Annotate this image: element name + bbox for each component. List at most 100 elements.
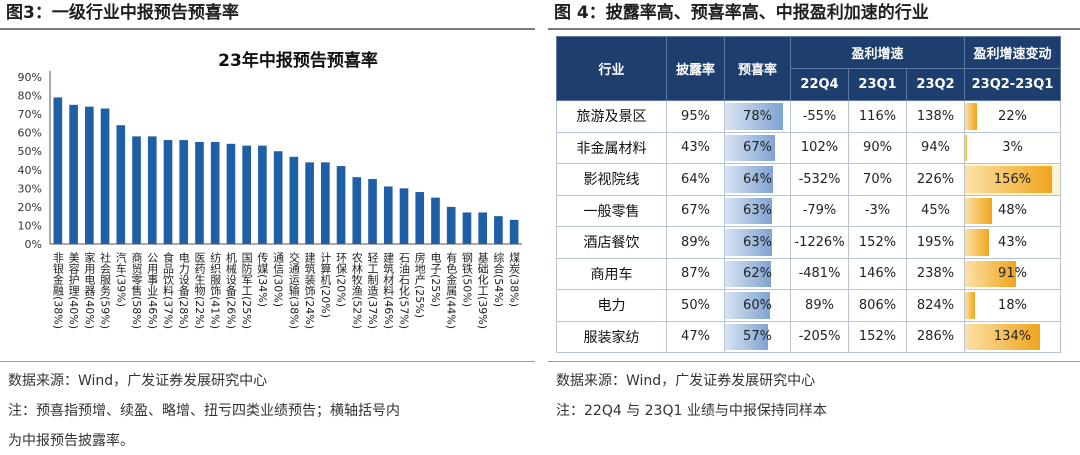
industry-name: 商用车 xyxy=(556,257,667,290)
figure-3-title: 图3：一级行业中报预告预喜率 xyxy=(6,3,239,23)
q2-cell: 824% xyxy=(906,289,965,322)
growth-change-bar xyxy=(965,197,992,224)
right-note: 注：22Q4 与 23Q1 业绩与中报保持同样本 xyxy=(556,403,827,419)
growth-change-value: 156% xyxy=(993,171,1032,187)
x-tick-label: 建筑材料(46%) xyxy=(382,251,395,329)
disclosure-cell: 64% xyxy=(666,163,725,196)
x-tick-label: 石油石化(57%) xyxy=(398,252,411,329)
q4-cell: 89% xyxy=(790,289,849,322)
growth-change-value: 22% xyxy=(998,108,1027,124)
disclosure-cell: 43% xyxy=(666,131,725,164)
positive-rate-bar xyxy=(725,292,770,319)
growth-change-value: 18% xyxy=(998,297,1027,313)
bar xyxy=(289,156,299,244)
bar xyxy=(258,145,267,244)
positive-rate-cell: 78% xyxy=(724,100,791,133)
bar xyxy=(226,143,236,244)
y-tick-label: 20% xyxy=(18,201,42,214)
bar xyxy=(352,177,362,244)
header-growth-group: 盈利增速 xyxy=(790,36,965,69)
x-tick-label: 钢铁(50%) xyxy=(460,252,473,307)
q2-cell: 45% xyxy=(906,194,965,227)
q2-cell: 195% xyxy=(906,226,965,259)
bar xyxy=(69,104,78,244)
positive-rate-value: 64% xyxy=(743,171,772,187)
bar xyxy=(431,197,440,244)
figure-4-title: 图 4：披露率高、预喜率高、中报盈利加速的行业 xyxy=(554,3,929,23)
positive-rate-value: 60% xyxy=(743,297,772,313)
bar xyxy=(100,108,110,245)
bar xyxy=(273,151,283,244)
bar xyxy=(195,141,204,244)
positive-rate-cell: 57% xyxy=(724,320,791,353)
chart-title: 23年中报预告预喜率 xyxy=(218,50,378,71)
positive-rate-bar xyxy=(725,229,773,256)
x-tick-label: 综合(54%) xyxy=(492,251,505,307)
left-note-line1: 注：预喜指预增、续盈、略增、扭亏四类业绩预告；横轴括号内 xyxy=(8,403,400,419)
q1-cell: 146% xyxy=(848,257,907,290)
x-tick-label: 机械设备(26%) xyxy=(224,251,237,329)
bar xyxy=(336,166,346,244)
bar xyxy=(147,136,157,244)
y-tick-label: 60% xyxy=(18,127,42,140)
growth-change-bar xyxy=(965,103,978,130)
positive-rate-cell: 60% xyxy=(724,289,791,322)
growth-change-bar xyxy=(965,134,967,161)
q1-cell: 152% xyxy=(848,320,907,353)
growth-change-bar xyxy=(965,323,1041,350)
bar xyxy=(305,162,314,244)
x-tick-label: 商贸零售(58%) xyxy=(130,251,143,329)
bar-chart: 23年中报预告预喜率 0% 10% 20% 30% 40% 50% 60% 70% 80% 90% 非… xyxy=(18,50,522,329)
disclosure-cell: 89% xyxy=(666,226,725,259)
disclosure-cell: 47% xyxy=(666,320,725,353)
x-tick-label: 煤炭(38%) xyxy=(508,252,521,307)
positive-rate-bar xyxy=(725,166,773,193)
industry-name: 影视院线 xyxy=(556,163,667,196)
growth-change-cell: 48% xyxy=(964,194,1061,227)
bar xyxy=(399,188,409,244)
positive-rate-cell: 62% xyxy=(724,257,791,290)
title-divider xyxy=(0,28,535,30)
disclosure-cell: 87% xyxy=(666,257,725,290)
industry-table: 行业 披露率 预喜率 盈利增速 盈利增速变动 22Q4 23Q1 23Q2 23… xyxy=(556,36,1061,353)
x-tick-label: 电子(25%) xyxy=(429,252,442,307)
bar xyxy=(383,186,393,244)
bar xyxy=(509,219,519,244)
bar xyxy=(242,145,251,244)
growth-change-cell: 91% xyxy=(964,257,1061,290)
growth-change-bar xyxy=(965,260,1016,287)
q2-cell: 286% xyxy=(906,320,965,353)
x-tick-label: 通信(30%) xyxy=(272,252,285,307)
positive-rate-value: 62% xyxy=(743,266,772,282)
positive-rate-bar xyxy=(725,323,768,350)
table-row: 酒店餐饮 89% 63% -1226% 152% 195% 43% xyxy=(556,226,1061,259)
bar xyxy=(163,140,173,244)
bar xyxy=(210,141,220,244)
header-positive-rate: 预喜率 xyxy=(724,36,791,101)
x-tick-label: 传媒(34%) xyxy=(256,252,269,307)
left-note-line2: 为中报预告披露率。 xyxy=(8,433,134,449)
bar xyxy=(478,212,487,244)
chart-bottom-divider xyxy=(0,361,535,362)
bar xyxy=(368,179,377,244)
right-panel: 图 4：披露率高、预喜率高、中报盈利加速的行业 行业 披露率 预喜率 盈利增速 … xyxy=(548,0,1080,455)
industry-name: 服装家纺 xyxy=(556,320,667,353)
growth-change-value: 134% xyxy=(993,329,1032,345)
positive-rate-bar xyxy=(725,134,776,161)
bar xyxy=(85,106,94,244)
growth-change-value: 3% xyxy=(1002,140,1023,156)
header-23q1: 23Q1 xyxy=(848,68,907,101)
table-row: 旅游及景区 95% 78% -55% 116% 138% 22% xyxy=(556,100,1061,133)
table-bottom-divider xyxy=(548,361,1080,362)
q2-cell: 138% xyxy=(906,100,965,133)
industry-name: 旅游及景区 xyxy=(556,100,667,133)
growth-change-value: 91% xyxy=(998,266,1027,282)
y-tick-label: 50% xyxy=(18,145,42,158)
growth-change-cell: 18% xyxy=(964,289,1061,322)
x-tick-label: 家用电器(40%) xyxy=(83,251,96,329)
y-tick-label: 70% xyxy=(18,108,42,121)
header-change-group: 盈利增速变动 xyxy=(964,36,1061,69)
disclosure-cell: 67% xyxy=(666,194,725,227)
table-row: 影视院线 64% 64% -532% 70% 226% 156% xyxy=(556,163,1061,196)
x-tick-label: 社会服务(59%) xyxy=(99,251,112,329)
